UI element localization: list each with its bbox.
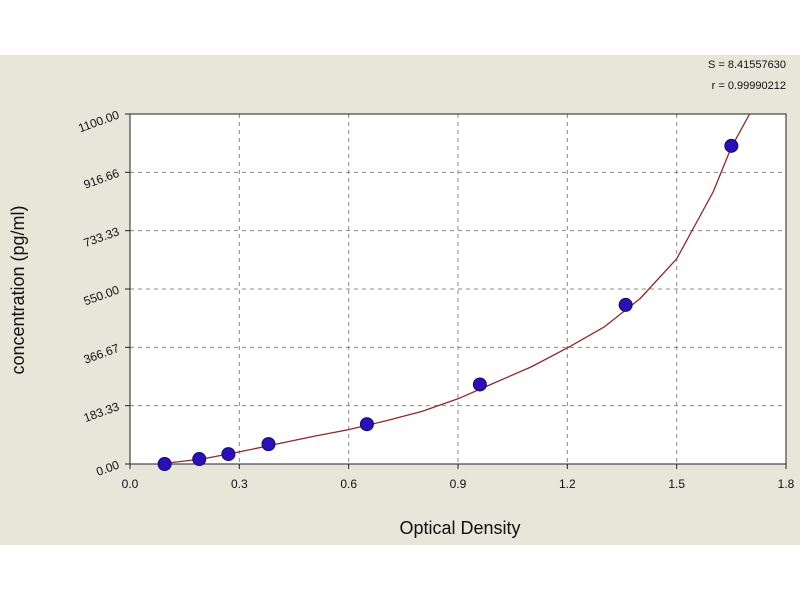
data-point xyxy=(472,377,487,392)
x-tick-label: 0.3 xyxy=(231,477,248,491)
stat-s-value: S = 8.41557630 xyxy=(708,59,786,71)
data-point xyxy=(724,138,739,153)
data-point xyxy=(157,457,172,471)
data-point xyxy=(221,447,236,462)
x-tick-label: 1.8 xyxy=(778,477,795,491)
x-tick-label: 1.5 xyxy=(668,477,685,491)
data-points xyxy=(157,138,739,471)
stat-r-value: r = 0.99990212 xyxy=(712,80,786,92)
x-tick-label: 0.9 xyxy=(450,477,467,491)
axes xyxy=(125,113,787,469)
y-axis-title: concentration (pg/ml) xyxy=(8,205,28,374)
x-tick-label: 1.2 xyxy=(559,477,576,491)
data-point xyxy=(618,297,633,312)
data-point xyxy=(192,452,207,467)
x-tick-label: 0.0 xyxy=(122,477,139,491)
data-point xyxy=(261,437,276,452)
x-axis-title: Optical Density xyxy=(399,518,520,538)
x-tick-label: 0.6 xyxy=(340,477,357,491)
grid-lines xyxy=(130,114,786,464)
data-point xyxy=(359,417,374,432)
